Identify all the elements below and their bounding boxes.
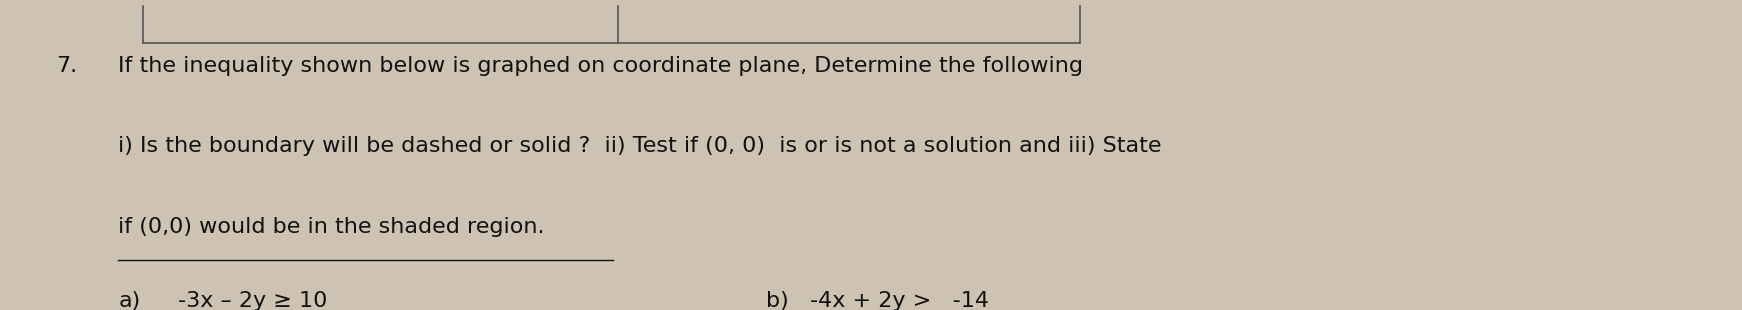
- Text: 7.: 7.: [56, 56, 77, 76]
- Text: If the inequality shown below is graphed on coordinate plane, Determine the foll: If the inequality shown below is graphed…: [118, 56, 1084, 76]
- Text: if (0,0) would be in the shaded region.: if (0,0) would be in the shaded region.: [118, 217, 545, 237]
- Text: -3x – 2y ≥ 10: -3x – 2y ≥ 10: [178, 291, 327, 310]
- Text: a): a): [118, 291, 141, 310]
- Text: i) Is the boundary will be dashed or solid ?  ii) Test if (0, 0)  is or is not a: i) Is the boundary will be dashed or sol…: [118, 136, 1162, 157]
- Text: b): b): [766, 291, 789, 310]
- Text: -4x + 2y >   -14: -4x + 2y > -14: [810, 291, 989, 310]
